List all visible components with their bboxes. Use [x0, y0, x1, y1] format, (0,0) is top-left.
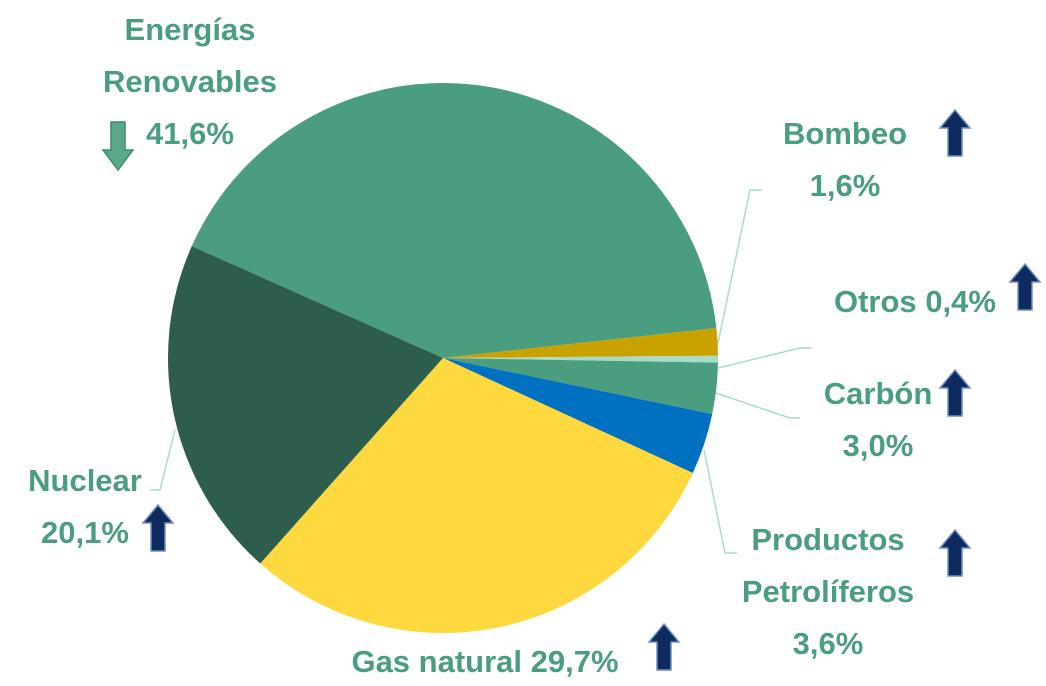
trend-arrow [141, 503, 175, 552]
leader-line [715, 392, 800, 419]
trend-arrow [938, 108, 972, 157]
slice-label: Nuclear 20,1% [5, 455, 165, 559]
trend-arrow [938, 368, 972, 417]
pie-slice [260, 358, 693, 634]
leader-line [703, 449, 737, 554]
pie-slice [443, 358, 713, 474]
pie-slice [191, 82, 717, 358]
slice-label: Gas natural 29,7% [320, 636, 650, 686]
trend-arrow [1008, 262, 1042, 311]
category-label: Gas natural [351, 644, 523, 679]
slice-label: Otros 0,4% [805, 276, 1025, 328]
pie-slice [443, 328, 718, 358]
value-label: 3,6% [792, 626, 864, 661]
value-label: 29,7% [530, 644, 619, 679]
value-label: 41,6% [146, 116, 234, 151]
leader-line [717, 347, 812, 369]
trend-arrow [101, 121, 135, 172]
pie-slice [443, 358, 718, 415]
pie-slice [443, 355, 718, 363]
slice-label: Carbón 3,0% [808, 368, 948, 472]
category-label: Productos Petrolíferos [741, 522, 915, 609]
trend-arrow [938, 528, 972, 577]
value-label: 0,4% [925, 284, 996, 319]
trend-arrow [647, 622, 681, 671]
leader-line [717, 189, 762, 344]
category-label: Bombeo [783, 116, 907, 151]
slice-label: Energías Renovables 41,6% [75, 4, 305, 160]
pie-slice [167, 246, 444, 564]
category-label: Carbón [823, 376, 933, 411]
category-label: Nuclear [28, 463, 142, 498]
slice-label: Productos Petrolíferos 3,6% [713, 514, 943, 670]
leader-lines [150, 189, 812, 554]
slice-label: Bombeo 1,6% [765, 108, 925, 212]
value-label: 1,6% [809, 168, 881, 203]
category-label: Energías Renovables [102, 12, 277, 99]
category-label: Otros [834, 284, 917, 319]
value-label: 20,1% [41, 515, 129, 550]
leader-line [150, 429, 176, 491]
value-label: 3,0% [842, 428, 914, 463]
